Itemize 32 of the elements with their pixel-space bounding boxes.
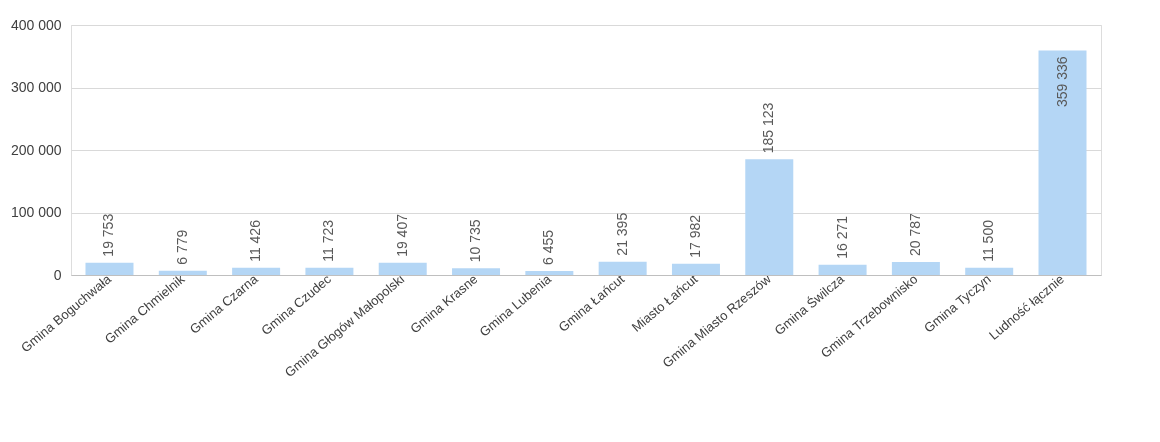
data-label: 11 500 [980,219,997,262]
bar [85,262,134,275]
data-label: 19 753 [100,213,117,257]
bar [818,264,867,275]
bar [745,159,794,275]
data-label: 16 271 [833,215,850,259]
data-label: 21 395 [613,212,630,256]
bar [671,263,720,275]
data-label: 19 407 [393,213,410,257]
bar [525,270,574,275]
bar [452,268,501,275]
y-tick-label: 300 000 [10,79,62,95]
data-label: 359 336 [1053,56,1070,108]
y-tick-label: 100 000 [10,204,62,220]
bar [598,261,647,275]
bar [158,270,207,275]
bar [232,267,281,275]
bar [965,267,1014,275]
bar [378,262,427,275]
data-label: 20 787 [906,212,923,257]
bar [1038,50,1087,275]
y-tick-label: 200 000 [10,141,62,158]
data-label: 10 735 [467,219,484,263]
data-label: 11 723 [320,219,337,262]
data-label: 11 426 [247,219,264,262]
data-label: 17 982 [686,214,703,258]
bar [891,262,940,275]
data-label: 6 455 [540,229,557,265]
bar [305,267,354,275]
data-label: 185 123 [760,102,777,154]
y-tick-label: 400 000 [10,16,62,33]
data-label: 6 779 [173,229,190,265]
